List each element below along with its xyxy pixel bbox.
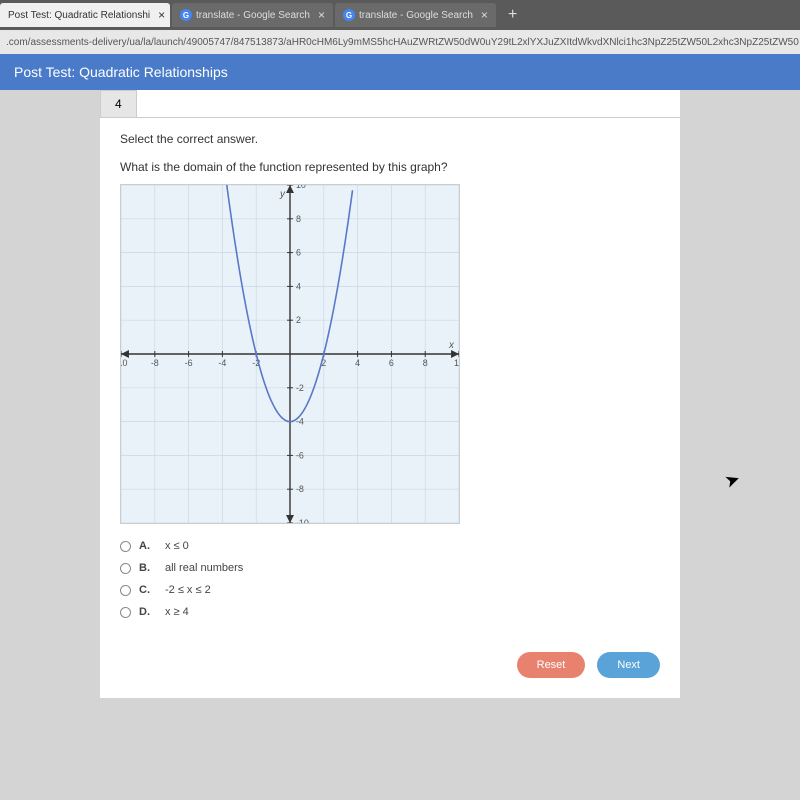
browser-tab[interactable]: G translate - Google Search × xyxy=(172,3,333,27)
svg-text:2: 2 xyxy=(296,315,301,325)
choice-text: x ≤ 0 xyxy=(165,540,189,552)
browser-tab-strip: Post Test: Quadratic Relationshi × G tra… xyxy=(0,0,800,30)
svg-text:-8: -8 xyxy=(151,358,159,368)
question-number: 4 xyxy=(115,97,122,111)
page-title: Post Test: Quadratic Relationships xyxy=(14,64,228,80)
google-icon: G xyxy=(180,9,192,21)
question-text: What is the domain of the function repre… xyxy=(120,160,660,174)
url-text: .com/assessments-delivery/ua/la/launch/4… xyxy=(6,37,799,48)
radio-icon[interactable] xyxy=(120,563,131,574)
google-icon: G xyxy=(343,9,355,21)
radio-icon[interactable] xyxy=(120,541,131,552)
svg-text:10: 10 xyxy=(454,358,459,368)
choice-d[interactable]: D. x ≥ 4 xyxy=(120,606,660,618)
svg-text:6: 6 xyxy=(389,358,394,368)
graph-container: -10-8-6-4-2246810-10-8-6-4-2246810yx xyxy=(120,184,460,524)
choice-b[interactable]: B. all real numbers xyxy=(120,562,660,574)
next-button[interactable]: Next xyxy=(597,652,660,678)
svg-text:-2: -2 xyxy=(296,383,304,393)
new-tab-button[interactable]: + xyxy=(498,6,527,24)
browser-tab-active[interactable]: Post Test: Quadratic Relationshi × xyxy=(0,3,170,27)
tab-label: Post Test: Quadratic Relationshi xyxy=(8,10,150,21)
svg-text:10: 10 xyxy=(296,185,306,190)
choice-a[interactable]: A. x ≤ 0 xyxy=(120,540,660,552)
tab-label: translate - Google Search xyxy=(196,10,310,21)
svg-text:-6: -6 xyxy=(296,450,304,460)
button-row: Reset Next xyxy=(100,642,680,698)
instruction-text: Select the correct answer. xyxy=(120,132,660,146)
browser-tab[interactable]: G translate - Google Search × xyxy=(335,3,496,27)
tab-close-icon[interactable]: × xyxy=(158,8,165,22)
choice-letter: B. xyxy=(139,562,157,574)
svg-text:-8: -8 xyxy=(296,484,304,494)
question-panel: 4 Select the correct answer. What is the… xyxy=(100,90,680,698)
page-title-bar: Post Test: Quadratic Relationships xyxy=(0,54,800,90)
choice-text: all real numbers xyxy=(165,562,243,574)
svg-text:4: 4 xyxy=(355,358,360,368)
svg-text:-6: -6 xyxy=(185,358,193,368)
svg-text:-10: -10 xyxy=(296,518,309,523)
svg-text:6: 6 xyxy=(296,248,301,258)
radio-icon[interactable] xyxy=(120,607,131,618)
mouse-cursor-icon: ➤ xyxy=(722,468,743,493)
tab-close-icon[interactable]: × xyxy=(481,8,488,22)
radio-icon[interactable] xyxy=(120,585,131,596)
address-bar[interactable]: .com/assessments-delivery/ua/la/launch/4… xyxy=(0,30,800,54)
choice-letter: D. xyxy=(139,606,157,618)
choice-letter: C. xyxy=(139,584,157,596)
svg-text:8: 8 xyxy=(423,358,428,368)
tab-close-icon[interactable]: × xyxy=(318,8,325,22)
svg-text:x: x xyxy=(448,340,455,351)
svg-text:y: y xyxy=(279,189,286,200)
choice-c[interactable]: C. -2 ≤ x ≤ 2 xyxy=(120,584,660,596)
choice-text: -2 ≤ x ≤ 2 xyxy=(165,584,211,596)
question-number-tab[interactable]: 4 xyxy=(100,90,137,117)
reset-button[interactable]: Reset xyxy=(517,652,586,678)
svg-text:8: 8 xyxy=(296,214,301,224)
svg-text:-10: -10 xyxy=(121,358,127,368)
svg-text:-4: -4 xyxy=(218,358,226,368)
answer-choices: A. x ≤ 0 B. all real numbers C. -2 ≤ x ≤… xyxy=(120,540,660,618)
choice-letter: A. xyxy=(139,540,157,552)
svg-text:4: 4 xyxy=(296,281,301,291)
question-body: Select the correct answer. What is the d… xyxy=(100,117,680,642)
choice-text: x ≥ 4 xyxy=(165,606,189,618)
tab-label: translate - Google Search xyxy=(359,10,473,21)
parabola-graph: -10-8-6-4-2246810-10-8-6-4-2246810yx xyxy=(121,185,459,523)
